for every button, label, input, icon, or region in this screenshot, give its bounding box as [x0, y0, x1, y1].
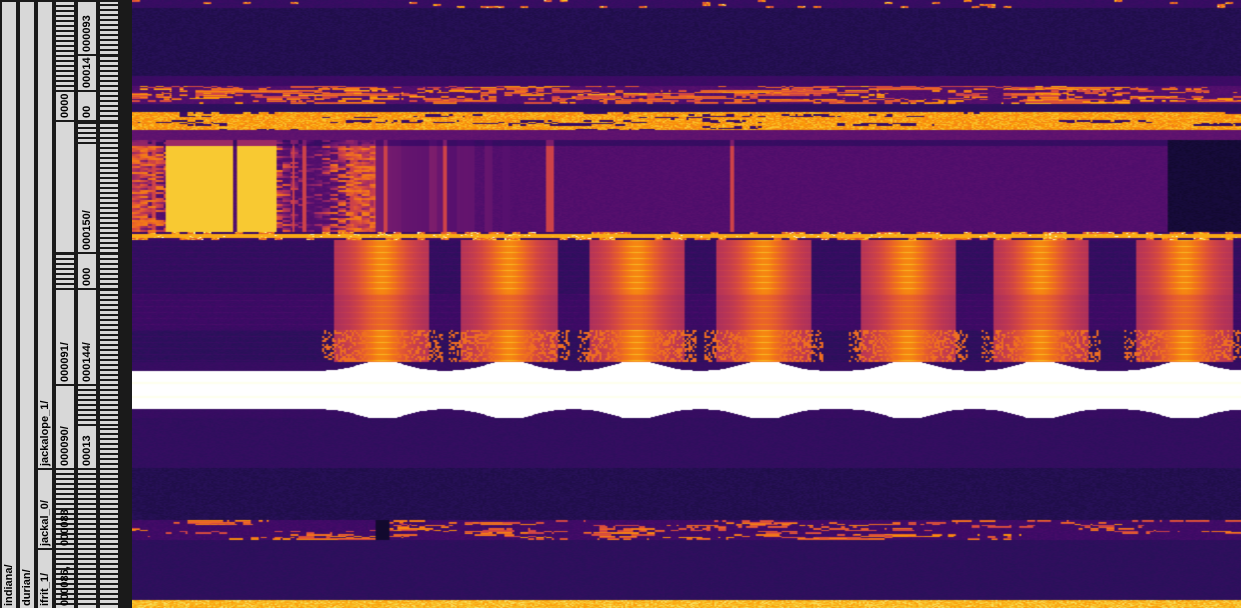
label-cell: jackalope_1/ — [38, 0, 52, 468]
label-text: ifrit_1/ — [39, 573, 51, 606]
label-cell — [100, 142, 118, 252]
label-cell — [100, 90, 118, 120]
label-column-4: 00013 000144/000 000150/00 00014 000093 — [76, 0, 98, 608]
label-cell: 000093 — [78, 0, 96, 54]
label-text: 000088 — [59, 509, 71, 546]
label-cell: 0000 — [56, 90, 74, 120]
label-cell — [56, 120, 74, 252]
label-cell: 00014 — [78, 54, 96, 90]
label-cell — [78, 468, 96, 548]
label-cell: 000091/ — [56, 288, 74, 384]
label-cell: indiana/ — [2, 0, 16, 608]
label-cell — [56, 252, 74, 288]
label-cell — [78, 548, 96, 608]
label-cell: 000088 — [56, 468, 74, 548]
label-column-0: indiana/ — [0, 0, 18, 608]
label-cell: 000150/ — [78, 142, 96, 252]
label-column-3: 000086, 000088 000090/000091/0000 — [54, 0, 76, 608]
label-text: 0000 — [59, 94, 71, 118]
label-text: jackalope_1/ — [39, 401, 51, 466]
label-text: 000093 — [81, 15, 93, 52]
label-cell — [100, 0, 118, 54]
label-cell — [78, 120, 96, 142]
label-text: indiana/ — [3, 564, 15, 606]
label-cell — [100, 384, 118, 424]
label-cell: 000144/ — [78, 288, 96, 384]
label-cell — [100, 252, 118, 288]
label-cell — [78, 384, 96, 424]
label-cell — [100, 548, 118, 608]
label-text: 000090/ — [59, 426, 71, 466]
label-cell: 00013 — [78, 424, 96, 468]
label-cell — [100, 468, 118, 548]
label-column-2: ifrit_1/jackal_0/jackalope_1/ — [36, 0, 54, 608]
heatmap-panel — [132, 0, 1241, 608]
label-text: 000150/ — [81, 210, 93, 250]
label-text: 000091/ — [59, 342, 71, 382]
label-text: durian/ — [21, 569, 33, 606]
label-text: 000086, — [59, 566, 71, 606]
label-cell: 00 — [78, 90, 96, 120]
label-cell — [100, 54, 118, 90]
label-text: 000144/ — [81, 342, 93, 382]
label-cell: jackal_0/ — [38, 468, 52, 548]
label-text: 00 — [81, 106, 93, 118]
hierarchy-labels: indiana/durian/ifrit_1/jackal_0/jackalop… — [0, 0, 132, 608]
label-cell — [100, 288, 118, 384]
label-cell — [100, 120, 118, 142]
label-column-1: durian/ — [18, 0, 36, 608]
label-cell: 000086, — [56, 548, 74, 608]
label-cell — [100, 424, 118, 468]
label-cell: 000090/ — [56, 384, 74, 468]
label-column-5 — [98, 0, 120, 608]
heatmap-canvas — [132, 0, 1241, 608]
label-cell: durian/ — [20, 0, 34, 608]
label-cell: 000 — [78, 252, 96, 288]
label-text: 000 — [81, 268, 93, 286]
root: indiana/durian/ifrit_1/jackal_0/jackalop… — [0, 0, 1241, 608]
label-text: 00013 — [81, 435, 93, 466]
label-cell — [56, 0, 74, 90]
label-text: 00014 — [81, 57, 93, 88]
label-text: jackal_0/ — [39, 500, 51, 546]
label-cell: ifrit_1/ — [38, 548, 52, 608]
